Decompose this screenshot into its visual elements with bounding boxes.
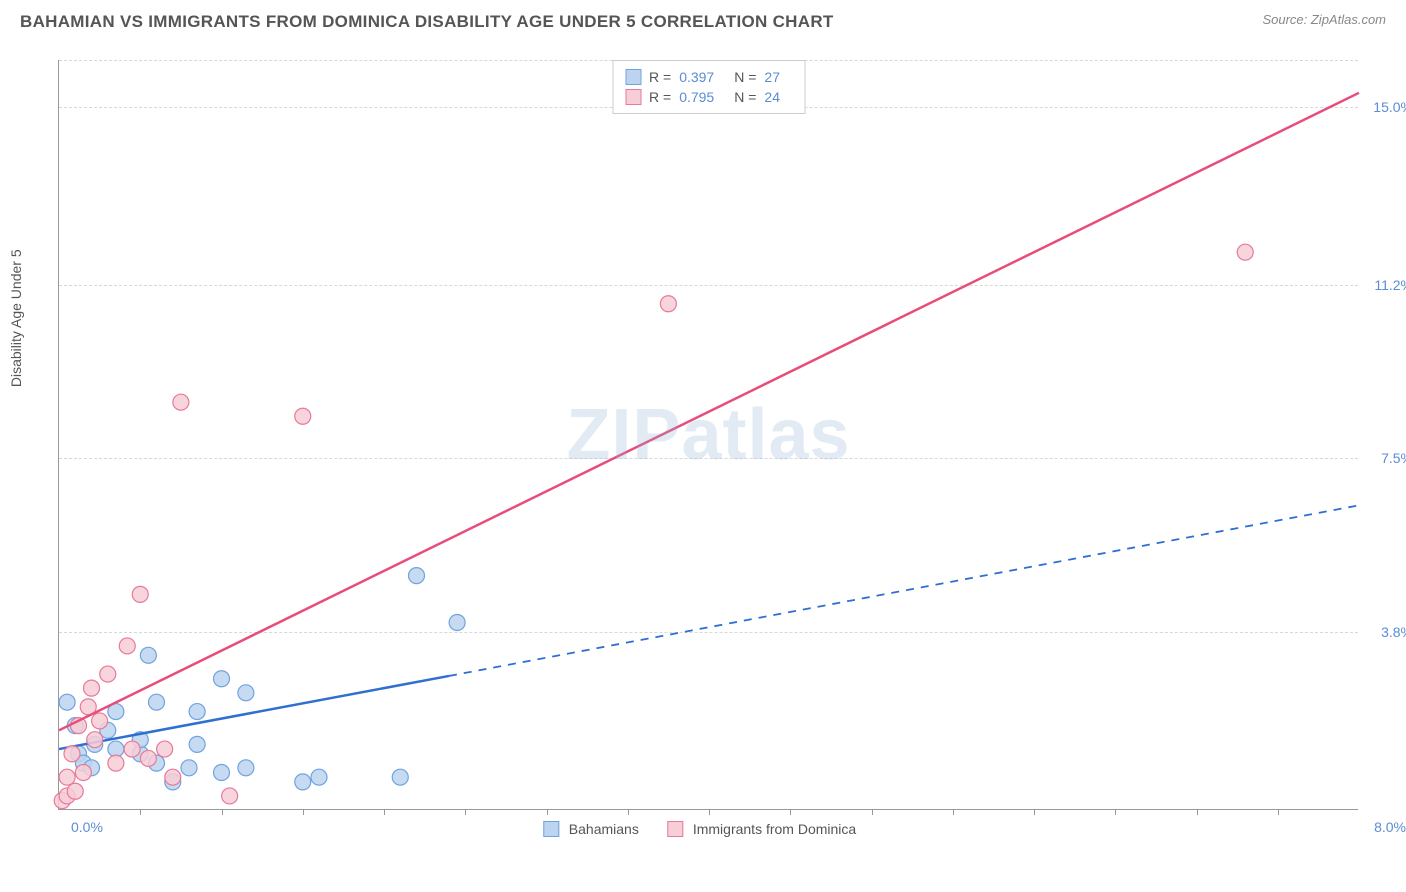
scatter-point [87,732,103,748]
scatter-point [214,671,230,687]
regression-line [59,93,1359,731]
scatter-point [1237,244,1253,260]
scatter-point [660,296,676,312]
scatter-point [108,755,124,771]
x-tick [790,809,791,815]
legend-top-row: R = 0.397 N = 27 [625,67,792,87]
x-tick [1278,809,1279,815]
scatter-point [222,788,238,804]
x-tick [953,809,954,815]
scatter-point [140,647,156,663]
y-axis-label: Disability Age Under 5 [8,249,24,387]
legend-swatch [625,69,641,85]
scatter-point [132,586,148,602]
y-tick-label: 3.8% [1381,624,1406,640]
plot-svg [59,60,1358,809]
y-tick-label: 15.0% [1373,99,1406,115]
legend-series-label: Immigrants from Dominica [693,821,856,837]
x-tick [222,809,223,815]
x-tick [547,809,548,815]
scatter-point [75,765,91,781]
scatter-point [100,666,116,682]
x-axis-max-label: 8.0% [1374,819,1406,835]
scatter-point [295,774,311,790]
scatter-point [165,769,181,785]
legend-n-label: N = [734,69,756,85]
scatter-point [64,746,80,762]
scatter-point [124,741,140,757]
legend-n-label: N = [734,89,756,105]
x-tick [628,809,629,815]
legend-bottom: Bahamians Immigrants from Dominica [543,821,874,837]
scatter-point [214,765,230,781]
x-tick [140,809,141,815]
legend-r-label: R = [649,69,671,85]
scatter-point [84,680,100,696]
legend-n-value: 27 [764,69,780,85]
x-tick [1115,809,1116,815]
legend-swatch [625,89,641,105]
plot-area: ZIPatlas 15.0%11.2%7.5%3.8% 0.0% 8.0% R … [58,60,1358,810]
legend-r-value: 0.795 [679,89,714,105]
source-attribution: Source: ZipAtlas.com [1262,12,1386,27]
scatter-point [392,769,408,785]
legend-r-value: 0.397 [679,69,714,85]
scatter-point [59,694,75,710]
scatter-point [189,736,205,752]
scatter-point [157,741,173,757]
x-tick [872,809,873,815]
scatter-point [409,568,425,584]
y-tick-label: 11.2% [1374,277,1406,293]
scatter-point [92,713,108,729]
x-tick [384,809,385,815]
scatter-point [119,638,135,654]
scatter-point [181,760,197,776]
x-tick [1034,809,1035,815]
scatter-point [295,408,311,424]
y-tick-label: 7.5% [1381,450,1406,466]
x-tick [709,809,710,815]
scatter-point [140,750,156,766]
x-axis-min-label: 0.0% [71,819,103,835]
regression-line-extrapolated [449,505,1359,676]
legend-top-row: R = 0.795 N = 24 [625,87,792,107]
x-tick [1197,809,1198,815]
legend-top: R = 0.397 N = 27 R = 0.795 N = 24 [612,60,805,114]
legend-r-label: R = [649,89,671,105]
scatter-point [59,769,75,785]
scatter-point [238,760,254,776]
x-tick [465,809,466,815]
scatter-point [189,704,205,720]
legend-swatch [543,821,559,837]
scatter-point [238,685,254,701]
scatter-point [449,615,465,631]
x-tick [303,809,304,815]
scatter-point [311,769,327,785]
chart-title: BAHAMIAN VS IMMIGRANTS FROM DOMINICA DIS… [20,12,834,32]
legend-series-label: Bahamians [569,821,639,837]
legend-swatch [667,821,683,837]
legend-n-value: 24 [764,89,780,105]
scatter-point [149,694,165,710]
scatter-point [67,783,83,799]
scatter-point [173,394,189,410]
chart-container: Disability Age Under 5 ZIPatlas 15.0%11.… [48,48,1388,848]
